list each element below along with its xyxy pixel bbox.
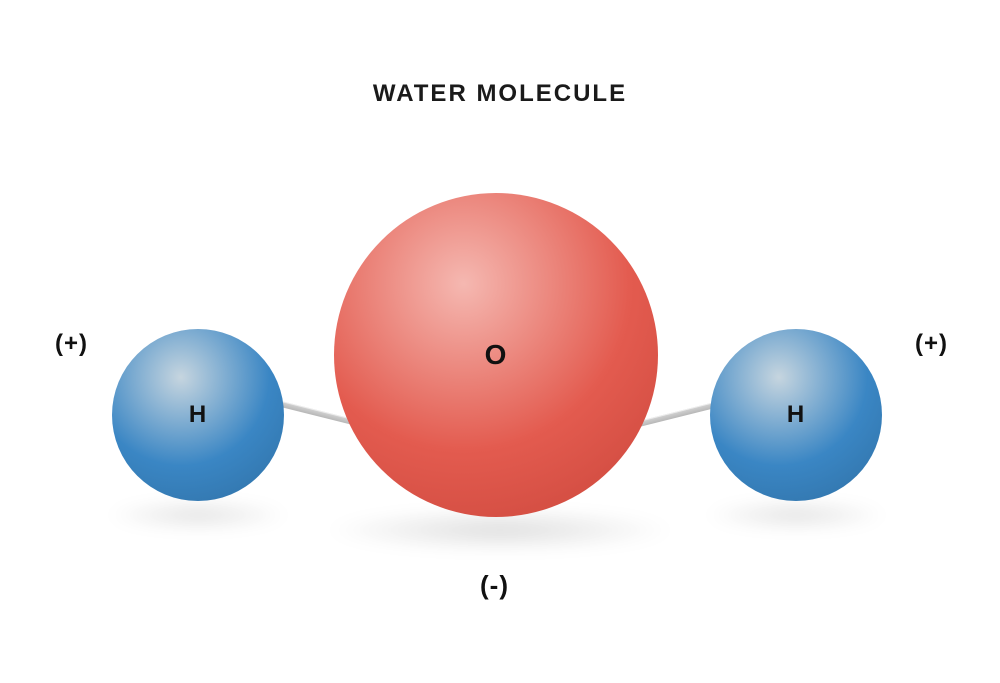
hydrogen-left-shadow <box>103 499 293 531</box>
hydrogen-right-shadow <box>701 499 891 531</box>
hydrogen-left-label: H <box>189 401 207 429</box>
oxygen-label: O <box>485 339 508 371</box>
diagram-title: WATER MOLECULE <box>0 80 1000 108</box>
charge-right-plus: (+) <box>915 330 948 358</box>
charge-left-plus: (+) <box>55 330 88 358</box>
hydrogen-right-label: H <box>787 401 805 429</box>
molecule-diagram: WATER MOLECULE O H H (+) (+) (-) <box>0 0 1000 683</box>
charge-minus: (-) <box>480 570 509 601</box>
